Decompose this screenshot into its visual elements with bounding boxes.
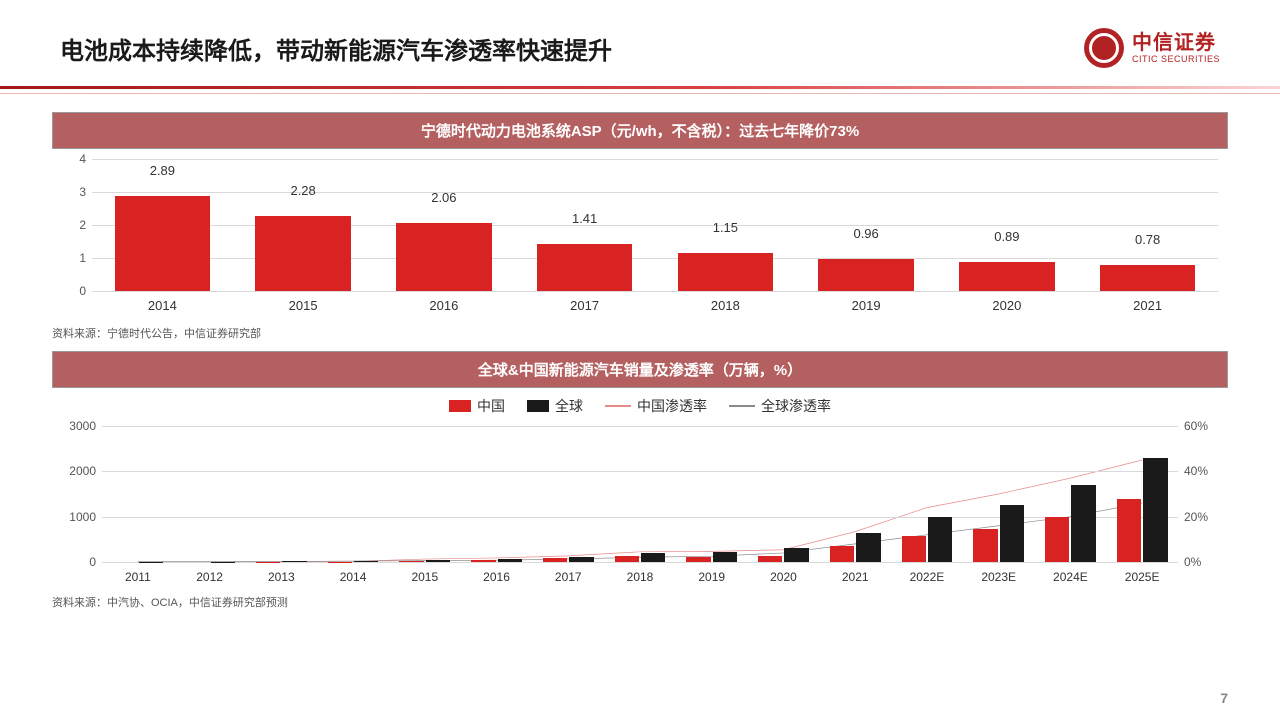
chart2-xtick: 2012: [196, 570, 223, 584]
chart1-xtick: 2020: [992, 298, 1021, 313]
chart2-ytick: 2000: [58, 464, 96, 478]
chart1-ytick: 3: [64, 185, 86, 199]
chart1-ytick: 2: [64, 218, 86, 232]
chart1-bar: [818, 259, 914, 291]
chart2-bar-global: [1000, 505, 1024, 562]
chart2-bar-global: [856, 533, 880, 562]
chart1-bar: [115, 196, 211, 291]
chart2-xtick: 2017: [555, 570, 582, 584]
chart1-bar: [255, 216, 351, 291]
chart1-bar-value: 2.89: [150, 163, 175, 178]
chart2-xtick: 2022E: [910, 570, 945, 584]
chart2-bar-china: [902, 536, 926, 562]
chart2-xtick: 2023E: [981, 570, 1016, 584]
chart2-bar-global: [784, 548, 808, 562]
chart1-bar: [678, 253, 774, 291]
chart1-xtick: 2014: [148, 298, 177, 313]
chart1-xtick: 2017: [570, 298, 599, 313]
chart2-xtick: 2014: [340, 570, 367, 584]
chart1-source: 资料来源：宁德时代公告，中信证券研究部: [52, 325, 1228, 341]
slide-header: 电池成本持续降低，带动新能源汽车渗透率快速提升 中信证券 CITIC SECUR…: [0, 0, 1280, 86]
chart2-ytick: 1000: [58, 510, 96, 524]
chart2-y2tick: 0%: [1184, 555, 1222, 569]
chart1-xtick: 2018: [711, 298, 740, 313]
page-number: 7: [1220, 690, 1228, 706]
chart2-bar-global: [426, 560, 450, 562]
chart1-bar: [959, 262, 1055, 291]
chart2-bar-global: [354, 561, 378, 562]
chart1-bar-value: 0.89: [994, 229, 1019, 244]
chart1-xtick: 2021: [1133, 298, 1162, 313]
chart2-area: 0 1000 2000 3000 0% 20% 40% 60% 2011 2012 2013 2014…: [52, 420, 1228, 588]
chart1-bar-value: 1.15: [713, 220, 738, 235]
header-divider: [0, 86, 1280, 89]
chart2-y2tick: 20%: [1184, 510, 1222, 524]
chart2-bar-global: [1071, 485, 1095, 562]
chart1-bar-value: 0.78: [1135, 232, 1160, 247]
chart2-xtick: 2020: [770, 570, 797, 584]
chart2-bar-china: [973, 529, 997, 562]
chart2-bar-china: [615, 556, 639, 562]
logo-text-en: CITIC SECURITIES: [1132, 55, 1220, 64]
chart1-xtick: 2019: [852, 298, 881, 313]
chart2-bar-china: [758, 556, 782, 562]
chart1-ytick: 0: [64, 284, 86, 298]
chart2-title: 全球&中国新能源汽车销量及渗透率（万辆，%）: [52, 351, 1228, 388]
chart-asp-block: 宁德时代动力电池系统ASP（元/wh，不含税）：过去七年降价73% 0 1 2 3 4 2…: [52, 112, 1228, 341]
chart1-bar: [396, 223, 492, 291]
chart2-bar-global: [569, 557, 593, 562]
chart2-bar-china: [399, 561, 423, 562]
chart2-bar-china: [686, 557, 710, 562]
chart-sales-block: 全球&中国新能源汽车销量及渗透率（万辆，%） 中国 全球 中国渗透率 全球渗透率…: [52, 351, 1228, 610]
chart2-legend: 中国 全球 中国渗透率 全球渗透率: [52, 388, 1228, 420]
chart2-source: 资料来源：中汽协、OCIA，中信证券研究部预测: [52, 594, 1228, 610]
chart2-xtick: 2016: [483, 570, 510, 584]
chart1-xtick: 2015: [289, 298, 318, 313]
chart2-bar-global: [1143, 458, 1167, 562]
chart1-bar-value: 2.28: [290, 183, 315, 198]
chart2-bar-china: [543, 558, 567, 562]
legend-global-line: 全球渗透率: [729, 396, 831, 416]
chart1-bar: [1100, 265, 1196, 291]
chart2-xtick: 2019: [698, 570, 725, 584]
chart2-bar-global: [282, 561, 306, 562]
chart2-xtick: 2024E: [1053, 570, 1088, 584]
legend-china-bar: 中国: [449, 396, 505, 416]
chart2-bar-china: [1117, 499, 1141, 562]
chart2-bar-global: [641, 553, 665, 562]
chart2-bar-global: [713, 552, 737, 562]
chart2-ytick: 3000: [58, 419, 96, 433]
chart1-ytick: 4: [64, 152, 86, 166]
company-logo: 中信证券 CITIC SECURITIES: [1084, 28, 1220, 68]
chart2-ytick: 0: [58, 555, 96, 569]
logo-icon: [1084, 28, 1124, 68]
chart2-xtick: 2013: [268, 570, 295, 584]
page-title: 电池成本持续降低，带动新能源汽车渗透率快速提升: [60, 31, 612, 66]
chart2-bar-china: [830, 546, 854, 562]
chart1-bar-value: 0.96: [853, 226, 878, 241]
chart2-xtick: 2021: [842, 570, 869, 584]
chart1-xtick: 2016: [429, 298, 458, 313]
legend-global-bar: 全球: [527, 396, 583, 416]
chart2-y2tick: 40%: [1184, 464, 1222, 478]
chart2-bar-global: [498, 559, 522, 562]
chart1-bar-value: 2.06: [431, 190, 456, 205]
chart1-area: 0 1 2 3 4 2.89 2014 2.28 2015 2.06 2016 1.41 2017 1.1…: [52, 149, 1228, 319]
chart1-title: 宁德时代动力电池系统ASP（元/wh，不含税）：过去七年降价73%: [52, 112, 1228, 149]
chart2-bar-china: [1045, 517, 1069, 562]
chart1-ytick: 1: [64, 251, 86, 265]
chart2-xtick: 2011: [125, 570, 151, 584]
chart1-bar-value: 1.41: [572, 211, 597, 226]
logo-text-cn: 中信证券: [1132, 33, 1220, 53]
chart2-xtick: 2018: [627, 570, 654, 584]
chart2-bar-global: [928, 517, 952, 562]
chart2-y2tick: 60%: [1184, 419, 1222, 433]
chart2-xtick: 2015: [411, 570, 438, 584]
chart1-bar: [537, 244, 633, 291]
chart2-bar-china: [471, 560, 495, 562]
legend-china-line: 中国渗透率: [605, 396, 707, 416]
chart2-xtick: 2025E: [1125, 570, 1160, 584]
